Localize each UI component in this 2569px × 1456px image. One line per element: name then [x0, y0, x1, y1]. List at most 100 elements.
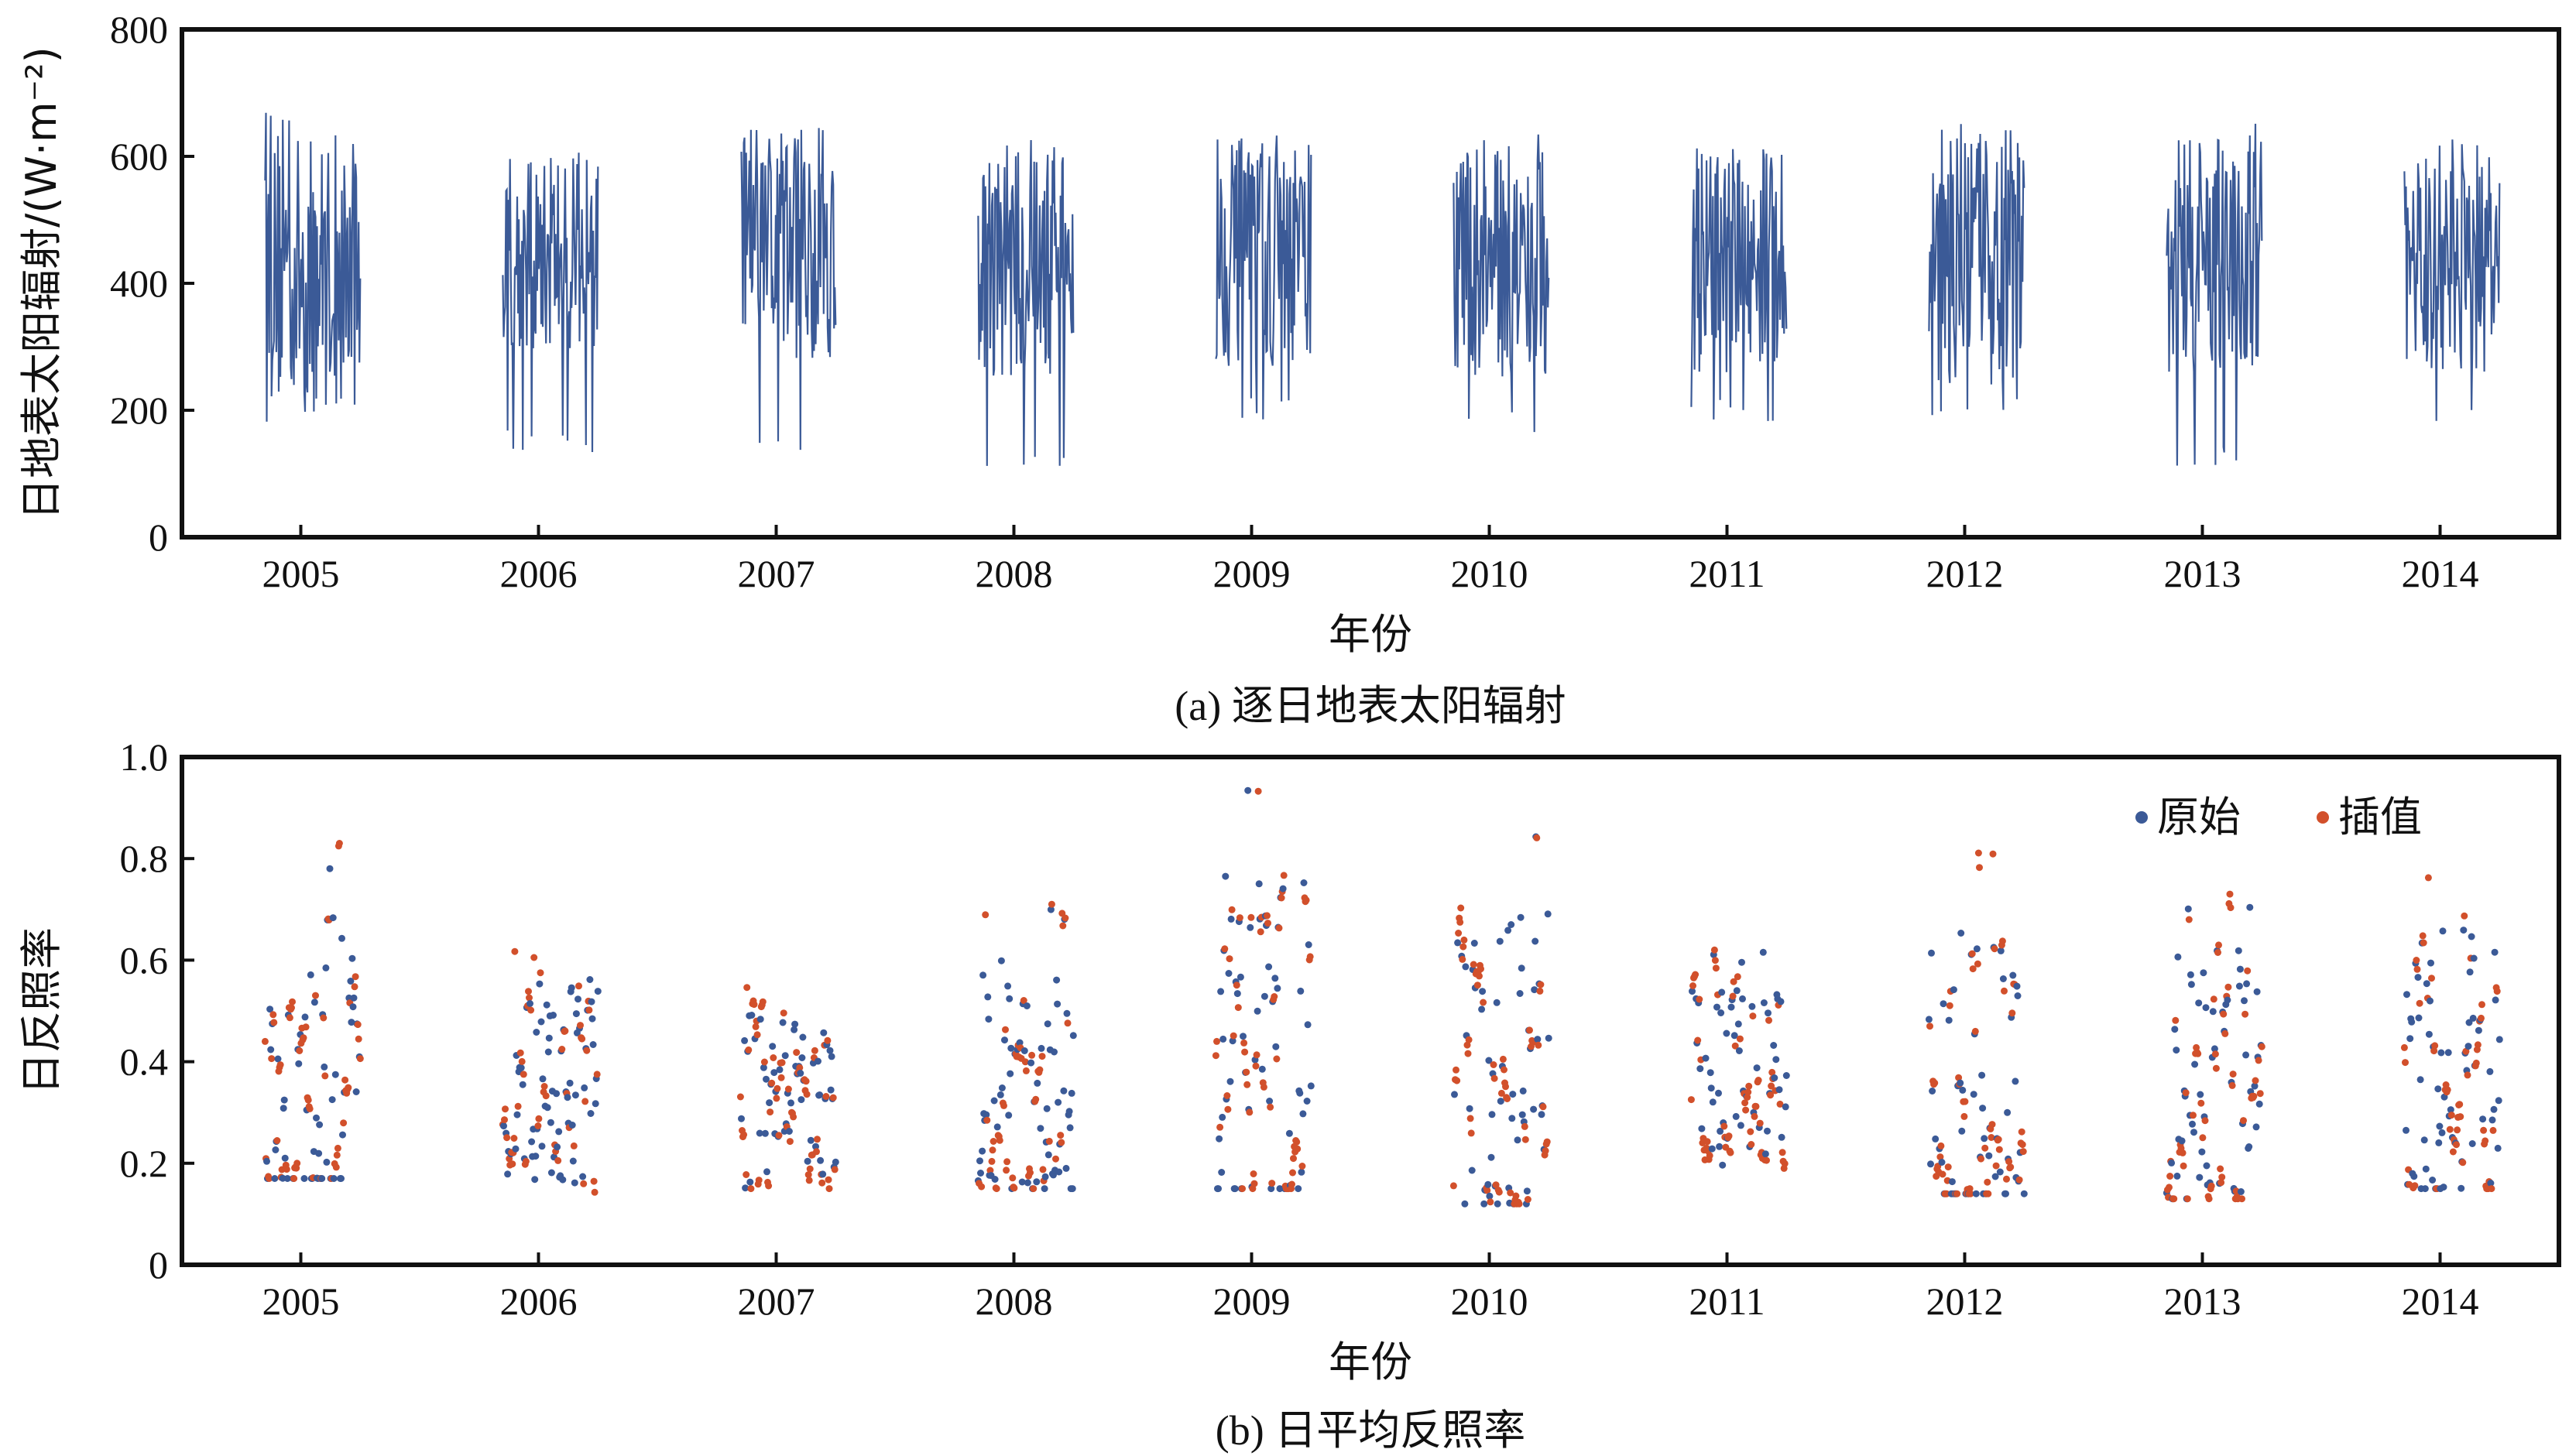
interpolated-point	[1765, 1016, 1772, 1024]
x-tick-label: 2012	[1926, 552, 2004, 595]
original-point	[2235, 947, 2242, 954]
original-point	[1260, 992, 1268, 1000]
interpolated-point	[824, 1036, 832, 1044]
original-point	[1047, 906, 1055, 913]
interpolated-point	[1038, 1053, 1046, 1060]
interpolated-point	[1275, 924, 1283, 932]
panel-a-x-axis: 2005 2006 2007 2008 2009 2010 2011 2012 2013 2014	[262, 525, 2479, 595]
interpolated-point	[355, 1035, 362, 1043]
original-point	[539, 1075, 547, 1083]
interpolated-point	[1741, 1099, 1749, 1107]
original-point	[1514, 1136, 1521, 1144]
interpolated-point	[1524, 1196, 1531, 1203]
interpolated-point	[1751, 1112, 1758, 1120]
interpolated-point	[990, 1138, 997, 1145]
original-point	[1069, 1032, 1077, 1040]
original-point	[2436, 1122, 2444, 1130]
interpolated-point	[1253, 1051, 1260, 1059]
interpolated-point	[2003, 1175, 2010, 1183]
radiation-line-2013	[2166, 123, 2263, 466]
original-point	[1959, 1086, 1967, 1094]
interpolated-point	[1048, 900, 1055, 908]
interpolated-point	[1233, 982, 1240, 989]
interpolated-point	[2201, 1117, 2209, 1125]
radiation-line-2007	[740, 128, 837, 451]
x-tick-label: 2007	[738, 552, 815, 595]
interpolated-point	[1230, 1032, 1237, 1040]
original-point	[295, 1060, 303, 1067]
x-tick-label: 2006	[500, 552, 578, 595]
interpolated-point	[2464, 1071, 2471, 1079]
original-point	[592, 1100, 599, 1108]
interpolated-point	[332, 1163, 340, 1171]
interpolated-point	[759, 998, 767, 1005]
interpolated-point	[351, 983, 358, 991]
original-point	[2495, 1036, 2503, 1043]
interpolated-point	[796, 1064, 804, 1071]
interpolated-point	[780, 1009, 787, 1017]
original-point	[2178, 1137, 2186, 1145]
original-point	[326, 865, 334, 872]
interpolated-point	[1729, 992, 1737, 1000]
x-tick-label: 2009	[1213, 552, 1291, 595]
interpolated-point	[1731, 1042, 1739, 1050]
original-point	[1518, 1111, 1526, 1119]
interpolated-point	[2482, 1137, 2489, 1145]
original-point	[2245, 1143, 2253, 1150]
panel-b-caption: (b) 日平均反照率	[1216, 1407, 1525, 1454]
original-point	[2466, 968, 2474, 976]
interpolated-point	[745, 1046, 753, 1053]
original-point	[2013, 982, 2021, 990]
original-point	[1296, 1089, 1304, 1097]
original-point	[2486, 1067, 2494, 1075]
original-point	[528, 1138, 536, 1146]
original-point	[559, 1176, 567, 1184]
original-point	[1285, 1129, 1293, 1137]
interpolated-point	[1236, 914, 1243, 922]
interpolated-point	[1273, 1055, 1281, 1063]
original-point	[797, 1096, 805, 1104]
interpolated-point	[1744, 1088, 1752, 1096]
original-point	[1508, 1115, 1516, 1122]
interpolated-point	[1062, 914, 1069, 922]
original-point	[1707, 1084, 1715, 1092]
original-point	[1218, 1169, 1226, 1176]
interpolated-point	[1003, 1158, 1011, 1166]
legend-marker-original	[2135, 811, 2148, 824]
interpolated-point	[1278, 894, 1285, 902]
interpolated-point	[811, 1047, 818, 1054]
interpolated-point	[2227, 904, 2235, 912]
interpolated-point	[1984, 1190, 1992, 1197]
original-point	[1765, 1009, 1772, 1017]
interpolated-point	[1302, 896, 1310, 904]
original-point	[1950, 986, 1957, 994]
original-point	[323, 1158, 331, 1166]
original-point	[2200, 969, 2207, 977]
original-point	[2437, 1049, 2445, 1057]
interpolated-point	[2416, 999, 2423, 1007]
original-point	[2171, 1026, 2179, 1033]
original-point	[1034, 1079, 1041, 1087]
interpolated-point	[1526, 1026, 1533, 1034]
interpolated-point	[1254, 787, 1262, 795]
original-point	[817, 1156, 825, 1164]
original-point	[2447, 1106, 2454, 1114]
interpolated-point	[736, 1093, 744, 1101]
interpolated-point	[1010, 1184, 1018, 1192]
original-point	[1226, 1077, 1234, 1085]
original-point	[316, 1121, 324, 1129]
interpolated-point	[2461, 912, 2468, 920]
original-point	[2427, 997, 2434, 1005]
interpolated-point	[1264, 912, 1271, 920]
original-point	[1485, 1057, 1493, 1064]
original-point	[313, 1114, 320, 1122]
interpolated-point	[2413, 957, 2420, 964]
interpolated-point	[585, 1006, 593, 1014]
interpolated-point	[814, 1136, 821, 1143]
interpolated-point	[581, 1098, 589, 1105]
original-point	[1240, 1033, 1247, 1040]
interpolated-point	[1477, 965, 1484, 973]
radiation-line-2005	[264, 112, 362, 422]
interpolated-point	[1749, 1012, 1757, 1020]
